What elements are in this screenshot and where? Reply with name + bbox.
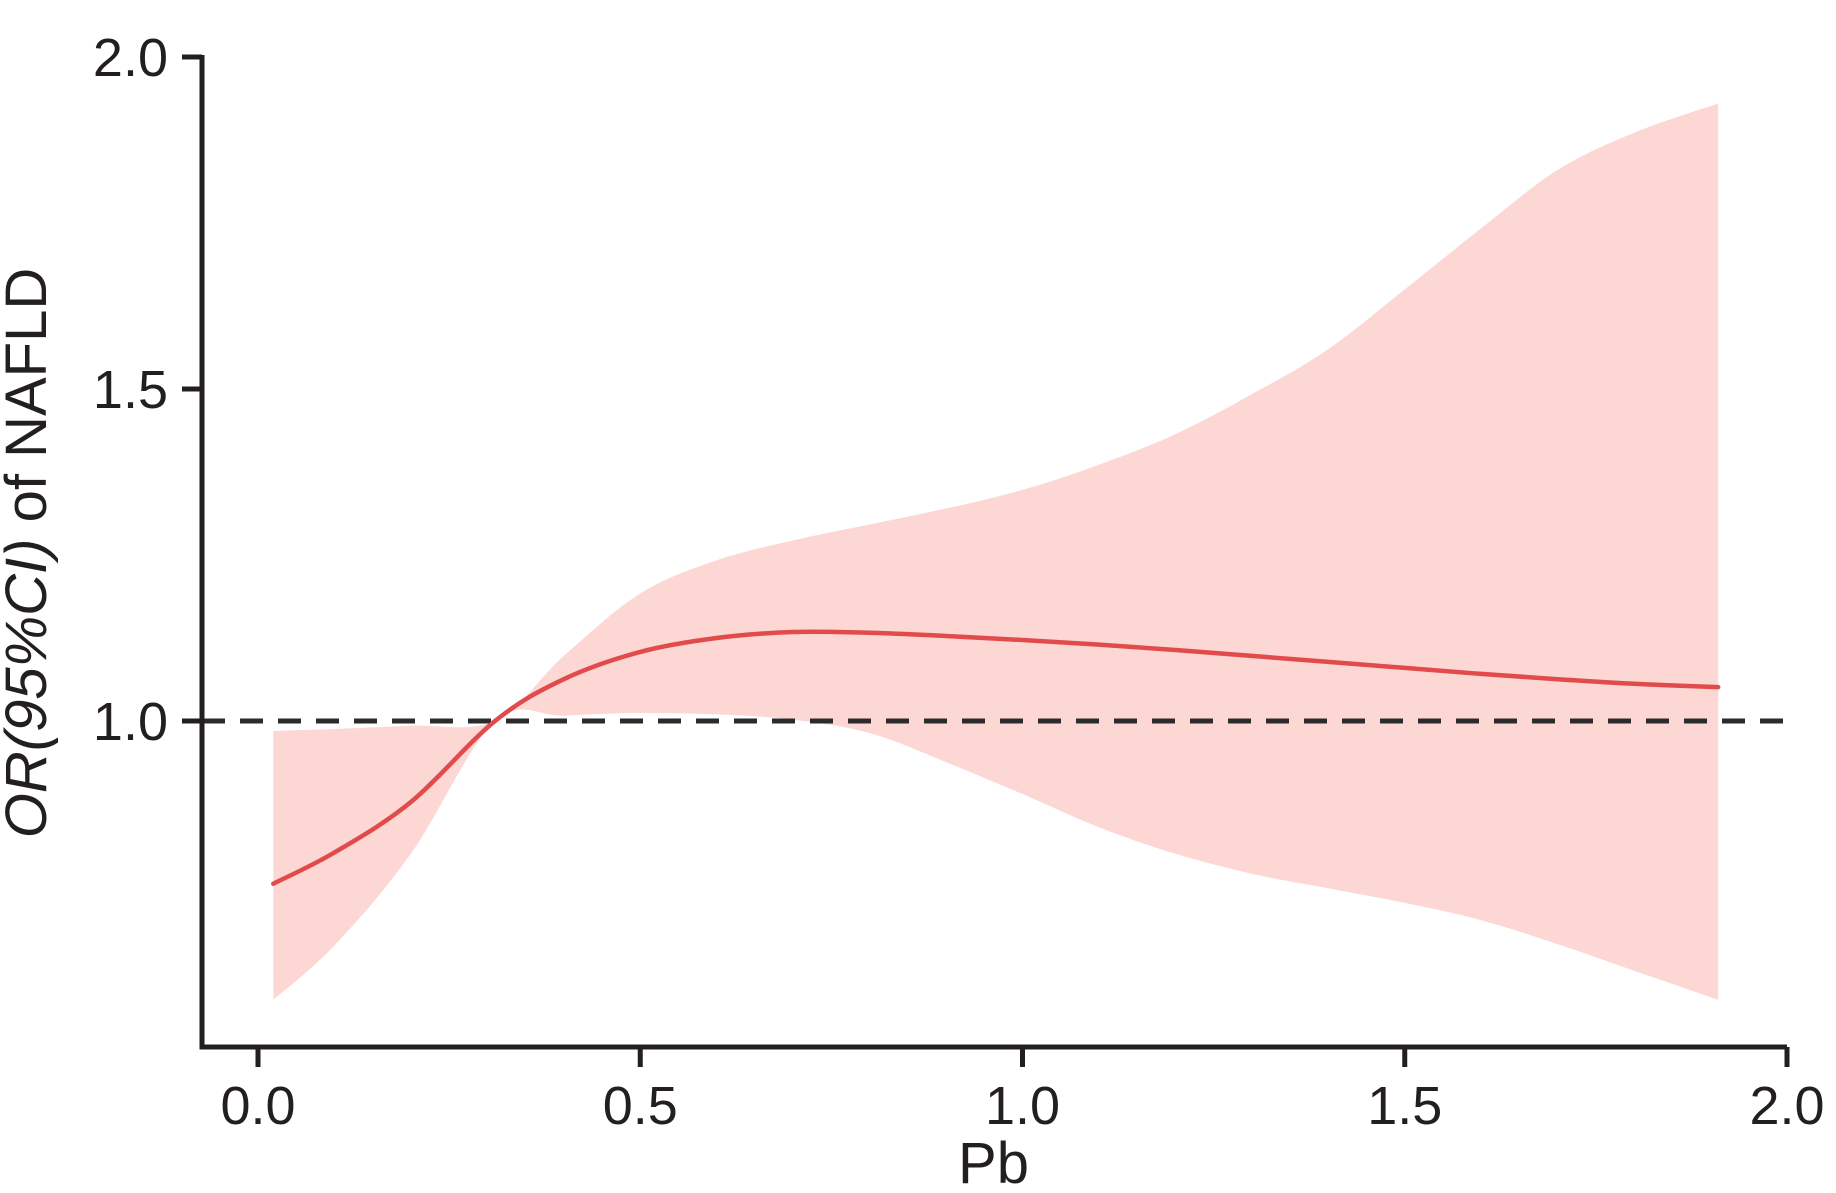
y-tick-label: 2.0 (93, 28, 168, 88)
y-axis-label-of-nafld: of NAFLD (0, 268, 59, 539)
x-tick-label: 0.5 (603, 1076, 678, 1136)
or-curve (271, 629, 1721, 886)
confidence-band (273, 103, 1719, 1000)
x-tick-label: 1.0 (985, 1076, 1060, 1136)
x-tick-label: 0.0 (220, 1076, 295, 1136)
y-tick-label: 1.0 (93, 692, 168, 752)
x-axis-ticks: 0.0 0.5 1.0 1.5 2.0 (220, 1047, 1825, 1136)
x-axis-label: Pb (958, 1131, 1029, 1193)
y-tick-label: 1.5 (93, 360, 168, 420)
y-axis-label-or-ci: OR(95%CI) (0, 539, 59, 839)
axes (199, 55, 1787, 1050)
y-axis-label: OR(95%CI) of NAFLD (0, 268, 59, 838)
y-axis-ticks: 1.0 1.5 2.0 (93, 28, 202, 752)
x-tick-label: 1.5 (1367, 1076, 1442, 1136)
x-tick-label: 2.0 (1749, 1076, 1824, 1136)
